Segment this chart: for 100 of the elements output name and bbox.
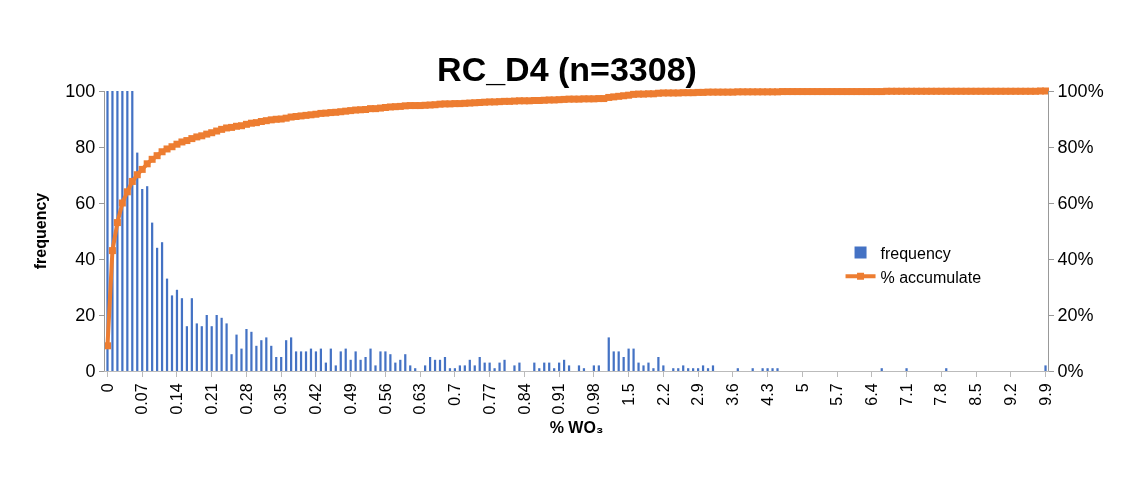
y-tick-label: 80: [75, 137, 96, 158]
x-tick-label: 0: [98, 383, 116, 393]
bar: [538, 368, 541, 371]
y-tick-label: 40: [75, 249, 96, 270]
bar: [592, 365, 595, 371]
bar: [448, 368, 452, 371]
bar: [478, 357, 481, 371]
bar: [185, 326, 189, 371]
bar: [299, 351, 303, 371]
y2-tick-label: 40%: [1057, 249, 1094, 270]
x-tick-label: 4.3: [758, 383, 776, 406]
legend-label: frequency: [880, 244, 951, 262]
bar: [736, 368, 739, 371]
bar: [424, 365, 427, 371]
bar: [776, 368, 779, 371]
bar: [304, 351, 308, 371]
x-tick-label: 5: [793, 383, 811, 393]
bar: [180, 298, 184, 371]
bar: [1044, 365, 1047, 371]
bar: [215, 315, 218, 371]
x-tick-label: 0.35: [272, 383, 290, 415]
x-tick-label: 0.49: [341, 383, 359, 415]
bar: [314, 351, 318, 371]
bar: [443, 357, 447, 371]
x-tick-label: 0.7: [446, 383, 464, 406]
bar: [389, 354, 392, 371]
bar: [617, 351, 620, 371]
bar: [285, 340, 288, 371]
bar: [632, 348, 635, 371]
x-tick-label: 9.9: [1036, 383, 1054, 406]
bar: [230, 354, 233, 371]
x-tick-label: 0.84: [515, 383, 533, 415]
bar: [677, 368, 680, 371]
x-tick-label: 6.4: [863, 383, 881, 406]
bar: [513, 365, 516, 371]
bar: [225, 323, 228, 371]
chart-title: RC_D4 (n=3308): [437, 50, 697, 89]
bar: [359, 359, 362, 371]
bar: [290, 337, 293, 371]
x-tick-label: 3.6: [724, 383, 742, 406]
x-tick-label: 9.2: [1001, 383, 1019, 406]
bar: [503, 359, 506, 371]
y2-tick-label: 20%: [1057, 305, 1094, 326]
bar: [463, 365, 466, 371]
bar: [622, 357, 625, 371]
bar: [553, 368, 556, 371]
bar: [275, 357, 278, 371]
bar: [662, 365, 665, 371]
bar: [567, 365, 571, 371]
legend-label: % accumulate: [880, 268, 982, 286]
x-tick-label: 0.98: [585, 383, 603, 415]
bar: [682, 365, 685, 371]
bar: [141, 189, 144, 371]
bar: [711, 365, 715, 371]
bar: [880, 368, 883, 371]
bar: [498, 362, 501, 371]
x-tick-label: 2.9: [689, 383, 707, 406]
y2-tick-label: 100%: [1057, 81, 1104, 102]
bar: [493, 368, 496, 371]
bar: [369, 348, 372, 371]
x-tick-label: 0.77: [480, 383, 498, 415]
x-tick-label: 0.28: [237, 383, 255, 415]
bar: [761, 368, 764, 371]
bar: [701, 365, 705, 371]
bar: [364, 357, 367, 371]
bar: [409, 365, 412, 371]
bar: [379, 351, 382, 371]
bar: [265, 337, 268, 371]
bar: [170, 295, 174, 371]
bar: [339, 351, 342, 371]
bar: [905, 368, 908, 371]
bar: [657, 357, 660, 371]
bar: [751, 368, 754, 371]
x-tick-label: 5.7: [828, 383, 846, 406]
bar: [374, 365, 377, 371]
bar: [473, 365, 476, 371]
bar: [414, 368, 417, 371]
bar: [200, 326, 203, 371]
bar: [766, 368, 769, 371]
bar: [637, 362, 640, 371]
bar: [458, 365, 461, 371]
y-axis-title: frequency: [32, 192, 50, 270]
bar: [597, 365, 600, 371]
bar: [945, 368, 948, 371]
bar: [518, 362, 521, 371]
x-tick-label: 2.2: [654, 383, 672, 406]
x-tick-label: 0.63: [411, 383, 429, 415]
y2-tick-label: 80%: [1057, 137, 1094, 158]
bar: [687, 368, 690, 371]
x-tick-label: 0.91: [550, 383, 568, 415]
x-tick-label: 8.5: [967, 383, 985, 406]
bar: [652, 368, 655, 371]
bar: [235, 334, 238, 371]
bar: [607, 337, 610, 371]
x-tick-label: 0.42: [307, 383, 325, 415]
bar: [175, 289, 179, 371]
bar: [706, 368, 710, 371]
bar: [582, 368, 586, 371]
x-tick-label: 0.56: [376, 383, 394, 415]
bar: [294, 351, 298, 371]
